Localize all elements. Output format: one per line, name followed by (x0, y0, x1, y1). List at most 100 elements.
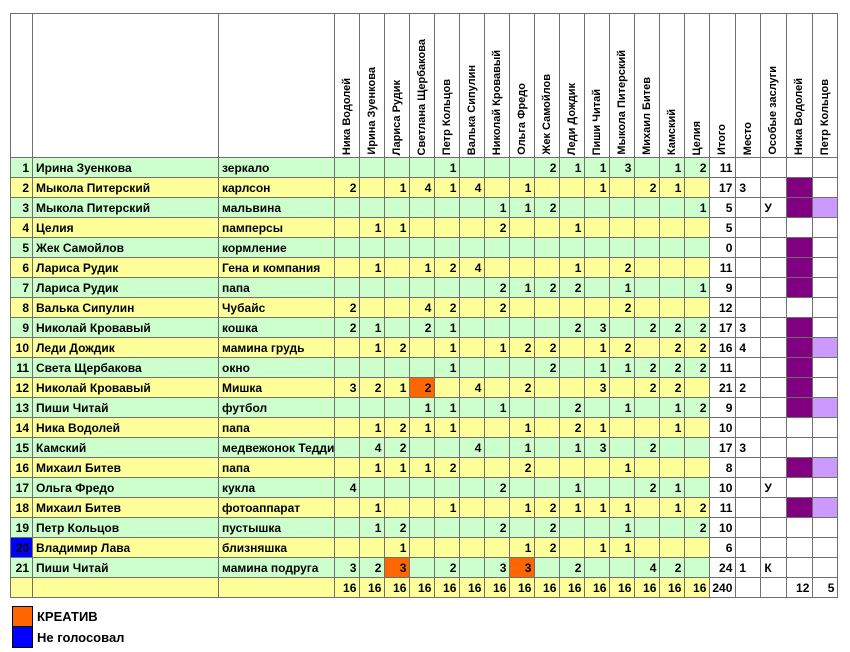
vote-cell[interactable]: 2 (634, 477, 661, 498)
merit-petr-koltsov-cell[interactable] (812, 277, 839, 298)
place-cell[interactable] (735, 157, 762, 178)
entry-cell[interactable]: близняшка (217, 537, 336, 558)
merit-nika-vodoley-cell[interactable] (786, 537, 814, 558)
vote-cell[interactable]: 1 (659, 477, 686, 498)
merit-cell[interactable] (760, 337, 788, 358)
totals-vote-cell[interactable]: 16 (384, 577, 411, 598)
vote-cell[interactable] (409, 357, 436, 378)
vote-cell[interactable]: 1 (359, 417, 386, 438)
vote-cell[interactable] (409, 217, 436, 238)
row-number-cell[interactable]: 14 (10, 417, 33, 438)
vote-cell[interactable] (509, 317, 536, 338)
vote-cell[interactable]: 2 (684, 497, 711, 518)
vote-cell[interactable] (584, 517, 611, 538)
vote-cell[interactable] (559, 517, 586, 538)
vote-cell[interactable] (659, 257, 686, 278)
row-number-cell[interactable]: 7 (10, 277, 33, 298)
vote-cell[interactable]: 1 (659, 497, 686, 518)
totals-num-cell[interactable] (10, 577, 33, 598)
vote-cell[interactable]: 1 (359, 337, 386, 358)
vote-cell[interactable]: 1 (359, 217, 386, 238)
author-cell[interactable]: Ольга Фредо (32, 477, 219, 498)
vote-cell[interactable]: 2 (534, 337, 561, 358)
author-cell[interactable]: Пиши Читай (32, 557, 219, 578)
place-cell[interactable]: 3 (735, 177, 762, 198)
vote-cell[interactable] (609, 197, 636, 218)
vote-cell[interactable] (584, 197, 611, 218)
vote-cell[interactable] (634, 197, 661, 218)
vote-cell[interactable] (634, 337, 661, 358)
merit-petr-koltsov-cell[interactable] (812, 217, 839, 238)
place-cell[interactable]: 3 (735, 317, 762, 338)
merit-cell[interactable] (760, 537, 788, 558)
merit-cell[interactable] (760, 297, 788, 318)
place-cell[interactable]: 3 (735, 437, 762, 458)
entry-cell[interactable]: медвежонок Тедди (217, 437, 336, 458)
vote-cell[interactable] (459, 537, 486, 558)
vote-cell[interactable] (434, 197, 461, 218)
vote-cell[interactable]: 2 (659, 357, 686, 378)
row-number-cell[interactable]: 11 (10, 357, 33, 378)
vote-cell[interactable] (334, 277, 361, 298)
vote-cell[interactable]: 4 (459, 377, 486, 398)
totals-vote-cell[interactable]: 16 (434, 577, 461, 598)
vote-cell[interactable] (359, 297, 386, 318)
vote-cell[interactable] (459, 217, 486, 238)
vote-cell[interactable]: 2 (534, 357, 561, 378)
vote-cell[interactable] (534, 557, 561, 578)
vote-cell[interactable]: 3 (484, 557, 511, 578)
vote-cell[interactable] (509, 517, 536, 538)
vote-cell[interactable]: 1 (584, 417, 611, 438)
merit-petr-koltsov-cell[interactable] (812, 417, 839, 438)
totals-total-cell[interactable]: 240 (709, 577, 737, 598)
place-cell[interactable] (735, 257, 762, 278)
merit-cell[interactable] (760, 517, 788, 538)
place-cell[interactable] (735, 217, 762, 238)
vote-cell[interactable] (459, 157, 486, 178)
vote-cell[interactable]: 1 (434, 417, 461, 438)
merit-petr-koltsov-cell[interactable] (812, 357, 839, 378)
vote-cell[interactable] (559, 457, 586, 478)
vote-cell[interactable] (684, 477, 711, 498)
merit-petr-koltsov-cell[interactable] (812, 377, 839, 398)
vote-cell[interactable]: 2 (484, 297, 511, 318)
vote-cell[interactable]: 1 (584, 177, 611, 198)
vote-cell[interactable] (534, 317, 561, 338)
author-cell[interactable]: Николай Кровавый (32, 377, 219, 398)
vote-cell[interactable] (534, 417, 561, 438)
entry-cell[interactable]: пустышка (217, 517, 336, 538)
author-cell[interactable]: Валька Сипулин (32, 297, 219, 318)
merit-petr-koltsov-cell[interactable] (812, 477, 839, 498)
vote-cell[interactable]: 2 (609, 257, 636, 278)
vote-cell[interactable] (609, 377, 636, 398)
column-header-voter-7[interactable]: Ольга Фредо (509, 13, 536, 158)
column-header-result-19[interactable]: Петр Кольцов (812, 13, 839, 158)
place-cell[interactable]: 1 (735, 557, 762, 578)
vote-cell[interactable]: 1 (609, 497, 636, 518)
vote-cell[interactable] (559, 537, 586, 558)
vote-cell[interactable]: 3 (584, 377, 611, 398)
vote-cell[interactable]: 2 (334, 297, 361, 318)
vote-cell[interactable] (584, 257, 611, 278)
merit-petr-koltsov-cell[interactable] (812, 497, 839, 518)
vote-cell[interactable] (484, 357, 511, 378)
vote-cell[interactable]: 1 (509, 537, 536, 558)
vote-cell[interactable]: 2 (684, 337, 711, 358)
vote-cell[interactable] (509, 157, 536, 178)
vote-cell[interactable] (634, 157, 661, 178)
totals-vote-cell[interactable]: 16 (359, 577, 386, 598)
column-header-result-15[interactable]: Итого (709, 13, 737, 158)
vote-cell[interactable]: 2 (409, 377, 436, 398)
vote-cell[interactable]: 1 (409, 457, 436, 478)
vote-cell[interactable] (434, 277, 461, 298)
author-cell[interactable]: Ника Водолей (32, 417, 219, 438)
vote-cell[interactable] (334, 157, 361, 178)
vote-cell[interactable] (334, 457, 361, 478)
vote-cell[interactable] (384, 317, 411, 338)
column-header-voter-6[interactable]: Николай Кровавый (484, 13, 511, 158)
vote-cell[interactable]: 1 (384, 217, 411, 238)
author-cell[interactable]: Камский (32, 437, 219, 458)
merit-nika-vodoley-cell[interactable] (786, 237, 814, 258)
vote-cell[interactable] (484, 417, 511, 438)
vote-cell[interactable] (659, 237, 686, 258)
